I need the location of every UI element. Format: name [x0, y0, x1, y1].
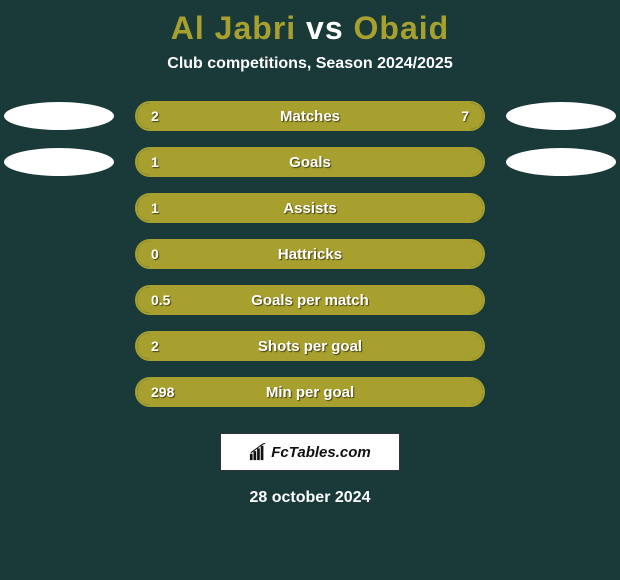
stat-value-left: 298 — [151, 384, 174, 400]
stat-value-left: 2 — [151, 108, 159, 124]
date-text: 28 october 2024 — [250, 489, 371, 507]
stat-bar: Matches2 7 — [135, 101, 485, 131]
player1-name: Al Jabri — [171, 10, 296, 46]
stat-value-left: 1 — [151, 200, 159, 216]
stat-label: Assists — [137, 200, 483, 217]
stat-value-left: 0 — [151, 246, 159, 262]
player1-ellipse — [4, 102, 114, 130]
stat-label: Min per goal — [137, 384, 483, 401]
stat-label: Goals — [137, 154, 483, 171]
player2-name: Obaid — [354, 10, 450, 46]
stat-row: Hattricks0 — [0, 239, 620, 269]
stat-row: Goals1 — [0, 147, 620, 177]
stat-bar: Shots per goal2 — [135, 331, 485, 361]
stat-rows: Matches27Goals1Assists1Hattricks0Goals p… — [0, 101, 620, 407]
stat-bar: Goals per match0.5 — [135, 285, 485, 315]
comparison-card: Al Jabri vs Obaid Club competitions, Sea… — [0, 0, 620, 580]
stat-label: Shots per goal — [137, 338, 483, 355]
stat-label: Goals per match — [137, 292, 483, 309]
stat-bar: Goals1 — [135, 147, 485, 177]
stat-value-left: 1 — [151, 154, 159, 170]
player2-ellipse — [506, 102, 616, 130]
stat-row: Min per goal298 — [0, 377, 620, 407]
stat-label: Hattricks — [137, 246, 483, 263]
stat-bar: Assists1 — [135, 193, 485, 223]
player1-ellipse — [4, 148, 114, 176]
bar-chart-icon — [249, 443, 267, 461]
fctables-logo: FcTables.com — [220, 433, 400, 471]
logo-text: FcTables.com — [271, 444, 370, 461]
page-title: Al Jabri vs Obaid — [171, 10, 449, 47]
stat-label: Matches — [137, 108, 483, 125]
stat-row: Shots per goal2 — [0, 331, 620, 361]
stat-value-right: 7 — [461, 108, 469, 124]
stat-bar: Hattricks0 — [135, 239, 485, 269]
stat-value-left: 2 — [151, 338, 159, 354]
subtitle: Club competitions, Season 2024/2025 — [167, 55, 452, 73]
stat-row: Matches2 7 — [0, 101, 620, 131]
stat-row: Assists1 — [0, 193, 620, 223]
vs-text: vs — [306, 10, 344, 46]
player2-ellipse — [506, 148, 616, 176]
stat-row: Goals per match0.5 — [0, 285, 620, 315]
stat-bar: Min per goal298 — [135, 377, 485, 407]
stat-value-left: 0.5 — [151, 292, 170, 308]
